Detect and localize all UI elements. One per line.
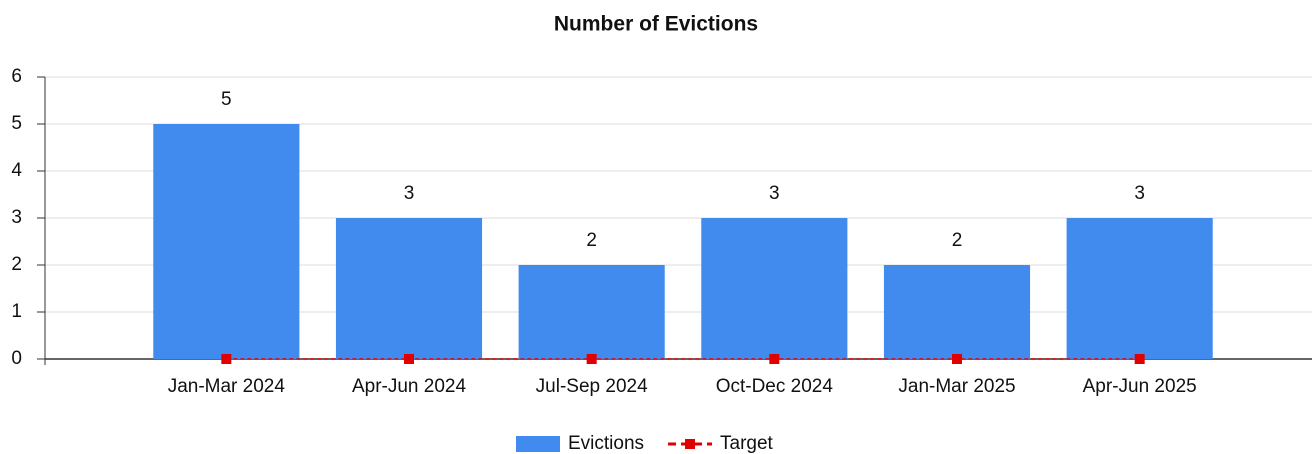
y-tick-label: 6 [11, 66, 22, 87]
target-marker [404, 354, 414, 364]
x-tick-label: Apr-Jun 2024 [352, 376, 467, 397]
y-tick-label: 3 [11, 207, 22, 228]
y-tick-label: 0 [11, 348, 22, 369]
data-label: 3 [1134, 183, 1145, 204]
y-tick-label: 2 [11, 254, 22, 275]
y-tick-label: 5 [11, 113, 22, 134]
bar [518, 265, 665, 359]
target-marker [221, 354, 232, 364]
legend-swatch-marker [685, 439, 696, 449]
data-label: 2 [952, 230, 963, 251]
bar [335, 218, 483, 359]
y-tick-label: 4 [11, 160, 22, 181]
x-tick-label: Apr-Jun 2025 [1083, 376, 1197, 397]
chart-title: Number of Evictions [554, 13, 758, 36]
x-tick-label: Jul-Sep 2024 [536, 376, 648, 397]
bar [153, 124, 300, 359]
target-marker [1134, 354, 1145, 364]
bar [883, 265, 1031, 359]
legend-label: Evictions [568, 433, 644, 454]
x-tick-label: Jan-Mar 2024 [168, 376, 286, 397]
legend-swatch [516, 436, 560, 452]
legend-label: Target [720, 433, 774, 454]
bar [1066, 218, 1213, 359]
data-label: 5 [221, 89, 232, 110]
x-tick-label: Jan-Mar 2025 [898, 376, 1015, 397]
y-tick-label: 1 [11, 301, 22, 322]
data-label: 2 [586, 230, 597, 251]
bar [701, 218, 848, 359]
target-marker [952, 354, 962, 364]
x-tick-label: Oct-Dec 2024 [716, 376, 834, 397]
target-marker [769, 354, 780, 364]
data-label: 3 [404, 183, 415, 204]
target-marker [586, 354, 597, 364]
data-label: 3 [769, 183, 780, 204]
